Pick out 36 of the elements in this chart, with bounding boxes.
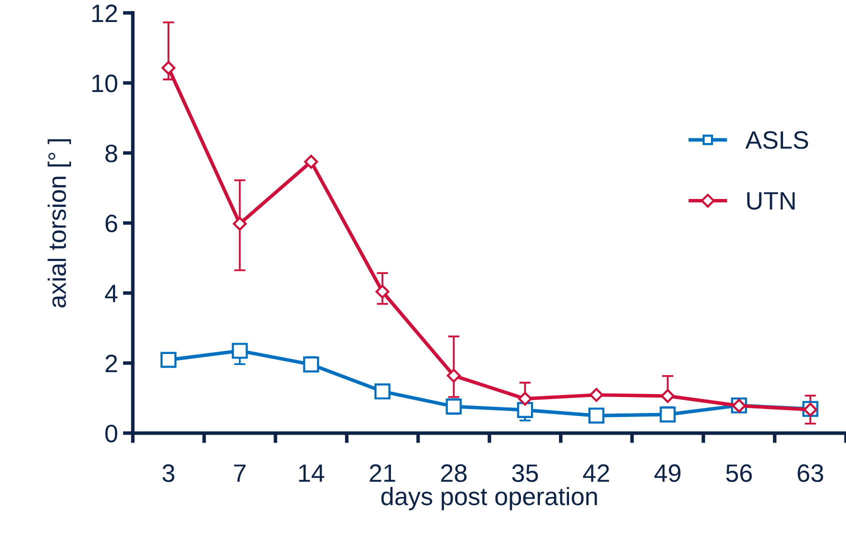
x-tick-label: 28 xyxy=(441,464,467,482)
y-tick-label: 6 xyxy=(106,214,118,232)
x-tick-label: 63 xyxy=(798,464,824,482)
legend-label: ASLS xyxy=(745,131,808,149)
point xyxy=(374,383,390,400)
point xyxy=(232,216,247,231)
point xyxy=(517,402,534,418)
point xyxy=(160,352,176,368)
y-tick-label: 10 xyxy=(92,74,118,92)
y-tick-label: 2 xyxy=(106,354,117,372)
point xyxy=(375,284,390,299)
x-tick-label: 3 xyxy=(162,464,174,482)
point xyxy=(589,388,604,402)
point xyxy=(232,342,248,359)
point xyxy=(303,356,320,372)
x-tick-label: 14 xyxy=(299,464,324,482)
x-tick-label: 42 xyxy=(583,464,610,482)
y-tick-label: 8 xyxy=(105,144,118,162)
x-tick-label: 56 xyxy=(726,464,752,482)
point xyxy=(446,368,461,383)
y-axis-title: axial torsion [° ] xyxy=(48,139,71,308)
x-tick-label: 7 xyxy=(234,464,246,482)
x-tick-label: 21 xyxy=(370,464,396,482)
point xyxy=(518,392,532,406)
point xyxy=(660,406,676,423)
point xyxy=(660,389,675,403)
x-tick-label: 35 xyxy=(512,464,538,482)
point xyxy=(588,408,604,424)
point xyxy=(304,154,318,169)
point xyxy=(162,60,176,75)
x-tick-label: 49 xyxy=(654,464,680,482)
y-tick-label: 12 xyxy=(92,4,117,22)
y-tick-label: 0 xyxy=(105,424,118,442)
x-axis-title: days post operation xyxy=(381,486,597,510)
y-tick-label: 4 xyxy=(104,284,118,302)
legend-label: UTN xyxy=(747,192,795,210)
